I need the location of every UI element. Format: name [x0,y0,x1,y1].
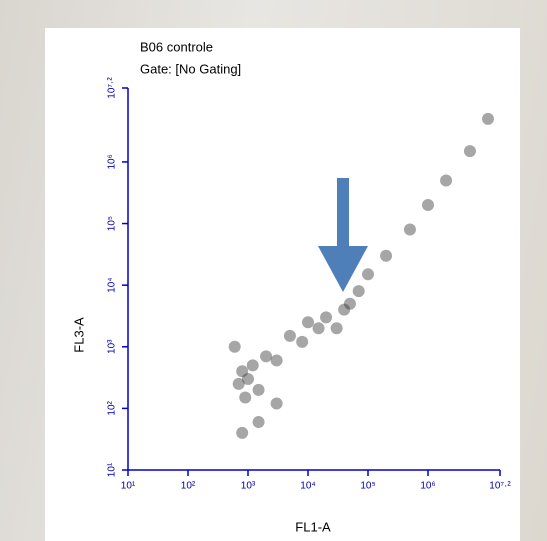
point [320,311,332,323]
page: {"chart_data": {"type": "scatter", "titl… [0,0,547,541]
point [239,392,251,404]
x-tick-label: 10³ [241,481,256,492]
point [284,330,296,342]
y-axis-label: FL3-A [71,317,86,353]
point [353,285,365,297]
point [242,373,254,385]
chart-title: B06 controle [140,39,213,54]
point [440,174,452,186]
point [422,199,434,211]
y-tick-label: 10⁴ [107,277,118,292]
y-tick-label: 10³ [107,339,118,354]
point [302,316,314,328]
point [271,398,283,410]
point [464,145,476,157]
x-tick-label: 10⁴ [300,481,315,492]
point [260,350,272,362]
point [331,322,343,334]
y-tick-label: 10⁵ [107,216,118,231]
x-tick-label: 10⁵ [360,481,375,492]
point [344,298,356,310]
point [313,322,325,334]
y-tick-label: 10¹ [107,462,118,477]
point [236,427,248,439]
x-tick-label: 10² [181,481,196,492]
x-tick-label: 10¹ [121,481,136,492]
point [380,250,392,262]
x-axis-label: FL1-A [295,519,331,534]
y-tick-label: 10⁷·² [107,77,118,99]
point [253,416,265,428]
point [247,359,259,371]
x-tick-label: 10⁷·² [489,481,511,492]
y-tick-label: 10² [107,400,118,415]
x-tick-label: 10⁶ [420,481,435,492]
point [229,341,241,353]
point [296,336,308,348]
chart-subtitle: Gate: [No Gating] [140,61,241,76]
point [362,268,374,280]
point [253,384,265,396]
point [404,224,416,236]
y-tick-label: 10⁶ [107,154,118,169]
point [271,354,283,366]
point [482,113,494,125]
chart: B06 controle Gate: [No Gating] FL1-A FL3… [0,0,547,541]
